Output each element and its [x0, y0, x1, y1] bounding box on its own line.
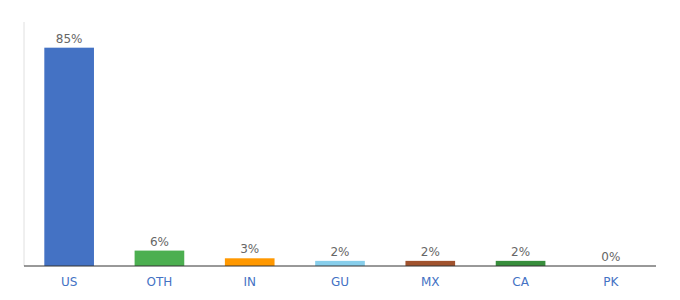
x-ticks: US OTH IN GU MX CA PK — [61, 275, 620, 289]
x-tick-label: OTH — [147, 275, 173, 289]
chart-container: 85% 6% 3% 2% 2% 2% 0% US OTH IN GU MX CA PK — [0, 0, 680, 300]
bar — [405, 261, 455, 266]
bar — [44, 48, 94, 266]
data-label: 2% — [330, 245, 349, 259]
bar — [225, 258, 275, 266]
x-tick-label: IN — [243, 275, 256, 289]
data-label: 3% — [240, 242, 259, 256]
data-labels: 85% 6% 3% 2% 2% 2% 0% — [56, 32, 621, 264]
bar — [315, 261, 365, 266]
data-label: 0% — [601, 250, 620, 264]
bar — [496, 261, 546, 266]
y-axis-line — [24, 22, 25, 266]
data-label: 2% — [421, 245, 440, 259]
x-tick-label: CA — [512, 275, 529, 289]
bar — [135, 251, 185, 266]
x-tick-label: US — [61, 275, 77, 289]
x-axis-line — [24, 266, 656, 267]
x-tick-label: MX — [421, 275, 440, 289]
chart: 85% 6% 3% 2% 2% 2% 0% US OTH IN GU MX CA PK — [0, 0, 680, 300]
bars — [44, 48, 545, 266]
data-label: 85% — [56, 32, 83, 46]
data-label: 6% — [150, 235, 169, 249]
x-tick-label: GU — [331, 275, 349, 289]
data-label: 2% — [511, 245, 530, 259]
x-tick-label: PK — [603, 275, 619, 289]
